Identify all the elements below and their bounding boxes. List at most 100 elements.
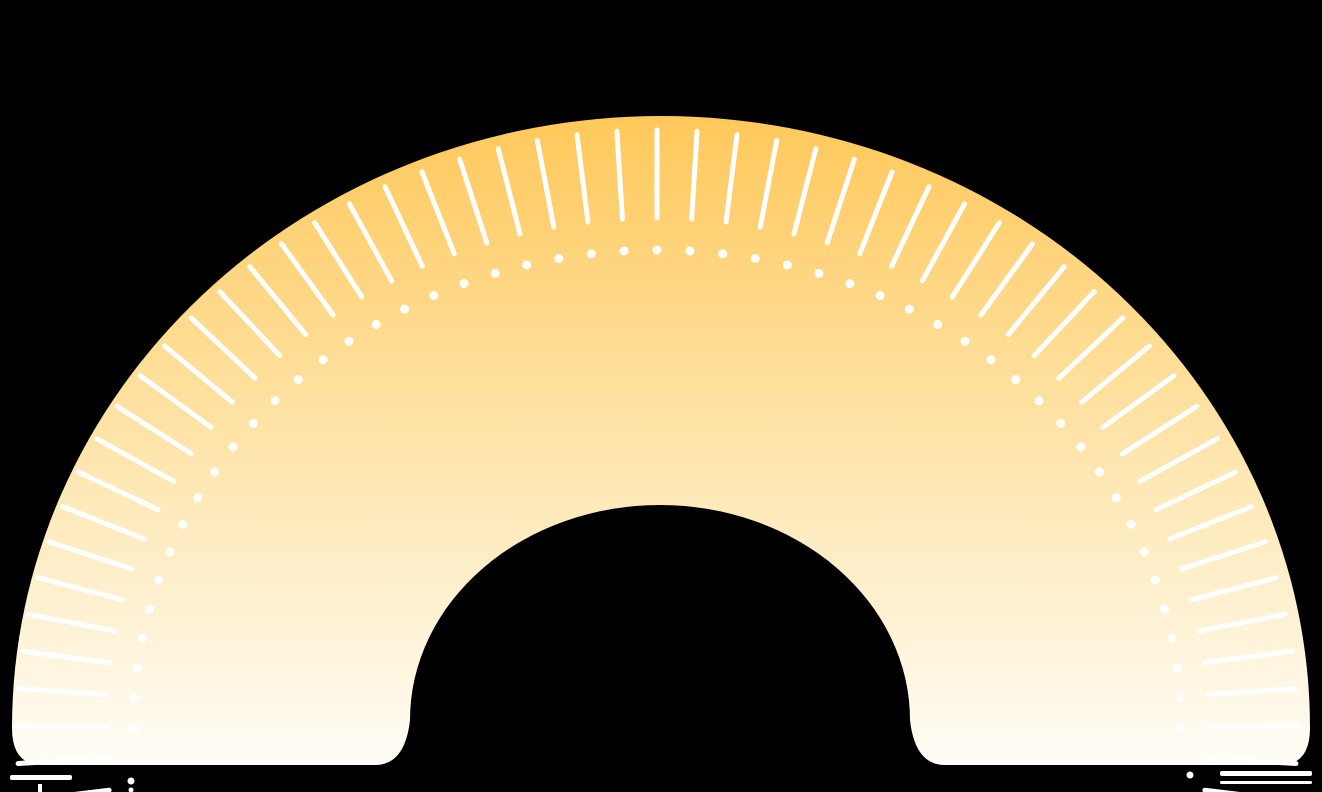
major-tick — [1205, 686, 1299, 697]
major-tick — [15, 686, 109, 697]
minor-dot-group — [128, 245, 1186, 733]
major-tick — [889, 184, 932, 269]
minor-dot — [1175, 693, 1185, 703]
major-tick — [495, 146, 523, 237]
minor-dot — [165, 547, 175, 557]
major-tick — [919, 201, 968, 284]
minor-dot — [845, 279, 855, 289]
minor-dot — [1056, 418, 1066, 428]
minor-dot — [960, 336, 970, 346]
major-tick — [1201, 648, 1295, 666]
minor-dot — [1034, 396, 1044, 406]
major-tick — [723, 132, 740, 225]
minor-dot — [586, 249, 596, 259]
minor-dot — [1167, 633, 1177, 643]
baseline-dot-right — [1186, 771, 1194, 779]
minor-dot — [1111, 493, 1121, 503]
major-tick — [614, 128, 625, 222]
major-tick — [1031, 288, 1097, 359]
minor-dot — [400, 304, 410, 314]
major-tick — [312, 220, 365, 300]
minor-dot — [1160, 604, 1169, 614]
minor-dot — [318, 355, 328, 365]
major-tick — [188, 315, 258, 381]
minor-dot — [1172, 663, 1182, 673]
minor-dot — [554, 254, 564, 263]
major-tick — [949, 220, 1002, 300]
minor-dot — [154, 575, 164, 585]
minor-dot — [1011, 375, 1021, 385]
minor-dot — [1126, 520, 1136, 529]
major-tick — [94, 436, 177, 484]
baseline-marks — [10, 771, 1312, 792]
major-tick — [76, 469, 161, 513]
major-tick — [1153, 469, 1238, 513]
minor-dot — [178, 520, 188, 529]
baseline-line-right — [1220, 771, 1312, 776]
major-tick — [1196, 611, 1288, 634]
minor-dot — [490, 268, 500, 278]
minor-dot — [248, 418, 258, 428]
major-tick — [457, 156, 490, 246]
minor-dot — [228, 442, 238, 452]
minor-dot — [193, 493, 203, 503]
minor-dot — [986, 355, 996, 365]
major-tick — [1056, 315, 1126, 381]
major-tick — [857, 169, 895, 257]
major-tick — [162, 343, 235, 405]
baseline-stub-left — [38, 784, 42, 792]
minor-dot — [137, 633, 147, 643]
major-tick — [19, 648, 113, 666]
major-tick — [247, 264, 309, 338]
major-tick — [279, 241, 336, 318]
major-tick — [46, 539, 135, 572]
minor-dot — [782, 260, 792, 270]
minor-dot — [371, 319, 381, 329]
minor-dot — [210, 467, 220, 477]
major-tick — [1205, 755, 1299, 766]
minor-dot — [904, 304, 914, 314]
major-tick — [15, 755, 109, 766]
major-tick — [419, 169, 457, 257]
minor-dot — [1094, 467, 1104, 477]
minor-dot — [814, 268, 824, 278]
major-tick-group — [14, 127, 1300, 792]
major-tick — [382, 184, 425, 269]
minor-dot — [750, 254, 760, 263]
major-tick — [114, 404, 194, 457]
major-tick — [346, 201, 395, 284]
minor-dot — [685, 246, 695, 256]
major-tick — [1120, 404, 1200, 457]
major-tick — [1079, 343, 1152, 405]
major-tick — [978, 241, 1035, 318]
major-tick — [26, 611, 118, 634]
major-tick — [1100, 373, 1177, 430]
minor-dot — [344, 336, 354, 346]
minor-dot — [129, 693, 139, 703]
minor-dot — [1176, 723, 1186, 733]
major-tick — [689, 128, 700, 222]
baseline-line-right-lower — [1220, 781, 1312, 784]
minor-dot — [619, 246, 629, 256]
major-tick — [534, 138, 557, 230]
major-tick — [35, 575, 126, 603]
minor-dot — [875, 291, 885, 300]
minor-dot — [933, 319, 943, 329]
major-tick — [1137, 436, 1220, 484]
major-tick — [574, 132, 591, 225]
major-tick — [137, 373, 214, 430]
minor-dot — [718, 249, 728, 259]
minor-dot — [1139, 547, 1149, 557]
major-tick — [1005, 264, 1067, 338]
minor-dot — [1150, 575, 1160, 585]
major-tick — [824, 156, 857, 246]
minor-dot — [652, 245, 662, 255]
minor-dot — [145, 604, 154, 614]
minor-dot — [293, 375, 303, 385]
major-tick — [217, 288, 283, 359]
major-tick — [1188, 575, 1279, 603]
major-tick — [757, 138, 780, 230]
gauge-arc-band — [12, 116, 1310, 765]
baseline-line-left — [10, 775, 72, 780]
